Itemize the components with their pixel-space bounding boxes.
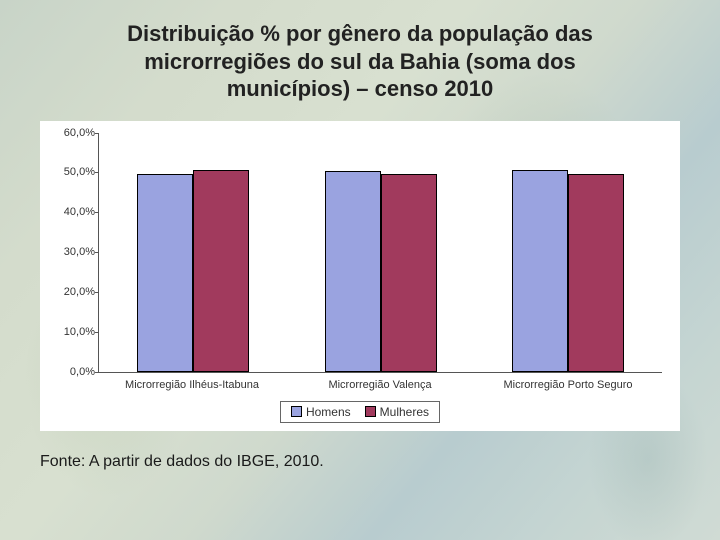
- bar-group: [287, 171, 475, 371]
- y-tick-mark: [95, 292, 99, 293]
- legend-swatch: [291, 406, 302, 417]
- chart-container: 0,0%10,0%20,0%30,0%40,0%50,0%60,0% Micro…: [40, 121, 680, 431]
- y-tick-mark: [95, 252, 99, 253]
- bar-group: [474, 170, 662, 371]
- title-line-1: Distribuição % por gênero da população d…: [127, 21, 593, 46]
- y-tick-mark: [95, 332, 99, 333]
- legend-item: Homens: [291, 405, 351, 419]
- legend-label: Homens: [306, 405, 351, 419]
- x-axis-labels: Microrregião Ilhéus-ItabunaMicrorregião …: [98, 379, 662, 391]
- x-axis-label: Microrregião Porto Seguro: [474, 379, 662, 391]
- slide-title: Distribuição % por gênero da população d…: [40, 20, 680, 103]
- y-tick-mark: [95, 212, 99, 213]
- bar: [568, 174, 624, 371]
- bars-row: [99, 133, 662, 372]
- bar: [325, 171, 381, 371]
- y-tick-label: 40,0%: [51, 206, 95, 218]
- bar: [137, 174, 193, 371]
- title-line-3: municípios) – censo 2010: [227, 76, 494, 101]
- y-tick-mark: [95, 372, 99, 373]
- legend-item: Mulheres: [365, 405, 429, 419]
- y-tick-label: 20,0%: [51, 286, 95, 298]
- legend-wrap: Homens Mulheres: [50, 401, 670, 423]
- title-line-2: microrregiões do sul da Bahia (soma dos: [144, 49, 576, 74]
- y-tick-mark: [95, 133, 99, 134]
- slide-content: Distribuição % por gênero da população d…: [0, 0, 720, 491]
- plot-area: 0,0%10,0%20,0%30,0%40,0%50,0%60,0%: [98, 133, 662, 373]
- y-tick-label: 10,0%: [51, 326, 95, 338]
- legend-label: Mulheres: [380, 405, 429, 419]
- y-tick-label: 60,0%: [51, 127, 95, 139]
- legend: Homens Mulheres: [280, 401, 440, 423]
- y-tick-label: 50,0%: [51, 166, 95, 178]
- bar: [512, 170, 568, 371]
- y-tick-label: 0,0%: [51, 366, 95, 378]
- bar-group: [99, 170, 287, 371]
- bar: [193, 170, 249, 371]
- y-tick-mark: [95, 172, 99, 173]
- y-tick-label: 30,0%: [51, 246, 95, 258]
- legend-swatch: [365, 406, 376, 417]
- x-axis-label: Microrregião Ilhéus-Itabuna: [98, 379, 286, 391]
- x-axis-label: Microrregião Valença: [286, 379, 474, 391]
- bar: [381, 174, 437, 372]
- source-citation: Fonte: A partir de dados do IBGE, 2010.: [40, 453, 680, 471]
